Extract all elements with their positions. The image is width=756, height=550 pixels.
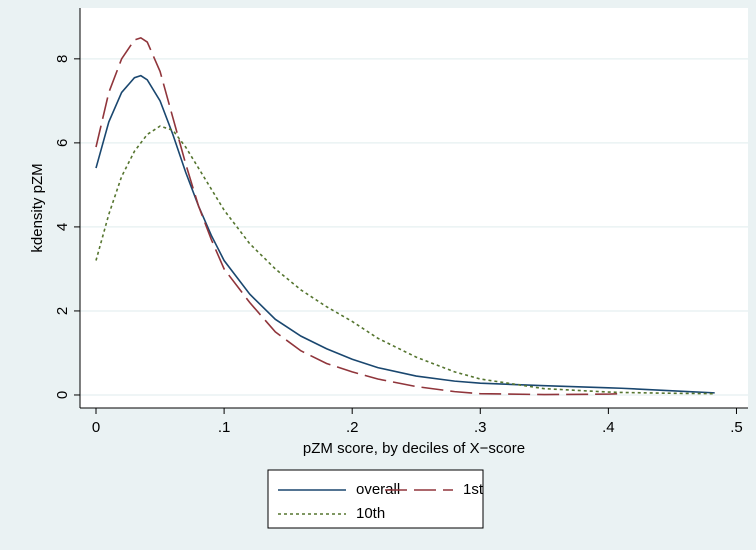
plot-area bbox=[80, 8, 748, 408]
x-tick-label: .5 bbox=[730, 419, 743, 436]
series-line bbox=[95, 74, 715, 394]
x-tick-label: .4 bbox=[602, 419, 615, 436]
legend-label: 1st bbox=[463, 481, 484, 498]
y-tick-label: 8 bbox=[54, 55, 71, 63]
legend-label: overall bbox=[356, 481, 400, 498]
series-line bbox=[95, 125, 715, 395]
x-tick-label: 0 bbox=[92, 419, 100, 436]
series-line bbox=[95, 36, 622, 396]
legend-box bbox=[267, 469, 484, 529]
x-tick-label: .3 bbox=[474, 419, 487, 436]
x-tick-label: .1 bbox=[218, 419, 231, 436]
y-tick-label: 6 bbox=[54, 139, 71, 147]
x-axis-title: pZM score, by deciles of X−score bbox=[303, 440, 525, 457]
x-tick-label: .2 bbox=[346, 419, 359, 436]
legend-label: 10th bbox=[356, 505, 385, 522]
y-axis-title: kdensity pZM bbox=[29, 163, 46, 252]
y-tick-label: 2 bbox=[54, 307, 71, 315]
y-tick-label: 4 bbox=[54, 223, 71, 231]
y-tick-label: 0 bbox=[54, 391, 71, 399]
